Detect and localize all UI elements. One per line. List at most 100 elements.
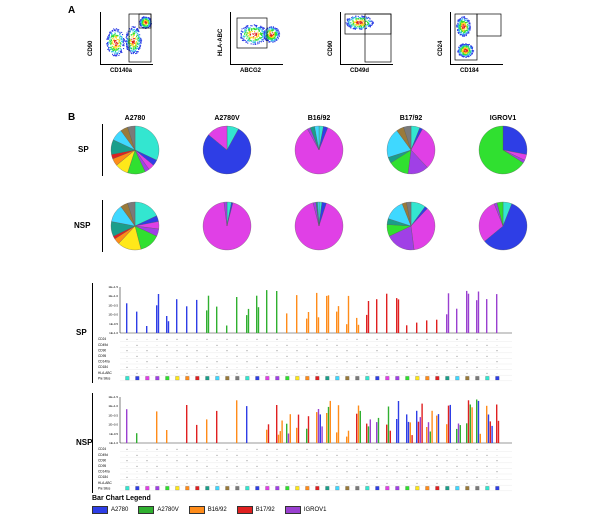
marker-sign: + — [386, 481, 388, 485]
marker-sign: - — [157, 453, 158, 457]
marker-sign: - — [427, 360, 428, 364]
marker-sign: - — [397, 475, 398, 479]
marker-sign: - — [257, 458, 258, 462]
marker-sign: - — [447, 447, 448, 451]
pie-column-title: A2780 — [124, 115, 146, 122]
pie-chart — [386, 125, 436, 175]
marker-sign: + — [436, 453, 438, 457]
pie-slice-swatch — [155, 486, 160, 491]
pie-slice-swatch — [475, 376, 480, 381]
pie-slice-swatch — [365, 486, 370, 491]
bar — [336, 311, 338, 333]
marker-sign: + — [446, 348, 448, 352]
pie-slice — [496, 201, 504, 227]
marker-sign: - — [447, 453, 448, 457]
marker-sign: + — [466, 453, 468, 457]
marker-sign: + — [366, 481, 368, 485]
marker-sign: - — [317, 354, 318, 358]
bar — [471, 407, 473, 443]
bar — [156, 305, 158, 333]
marker-sign: - — [447, 475, 448, 479]
marker-sign: - — [327, 354, 328, 358]
marker-sign: - — [337, 360, 338, 364]
pie-slice-swatch — [465, 376, 470, 381]
marker-sign: + — [386, 453, 388, 457]
marker-sign: + — [336, 343, 338, 347]
marker-sign: - — [477, 354, 478, 358]
marker-sign: + — [266, 470, 268, 474]
marker-sign: - — [427, 354, 428, 358]
marker-sign: + — [236, 371, 238, 375]
pie-chart — [110, 201, 160, 251]
marker-label: CD49d — [98, 453, 108, 457]
pie-slice — [317, 201, 320, 227]
marker-sign: + — [376, 458, 378, 462]
marker-sign: - — [327, 481, 328, 485]
row-divider — [92, 283, 93, 383]
marker-sign: - — [307, 481, 308, 485]
marker-sign: + — [436, 371, 438, 375]
pie-slice-swatch — [185, 376, 190, 381]
marker-label: CD140a — [98, 360, 110, 364]
pie-slice-swatch — [195, 486, 200, 491]
bar — [307, 416, 310, 443]
marker-sign: - — [147, 464, 148, 468]
bar — [296, 295, 298, 333]
marker-sign: + — [426, 475, 428, 479]
marker-sign: + — [286, 371, 288, 375]
marker-sign: - — [227, 481, 228, 485]
marker-sign: + — [216, 481, 218, 485]
marker-sign: - — [447, 464, 448, 468]
bar — [276, 405, 278, 443]
marker-sign: + — [406, 447, 408, 451]
marker-sign: + — [256, 354, 258, 358]
marker-sign: + — [476, 348, 478, 352]
marker-sign: - — [427, 343, 428, 347]
marker-label: CD24 — [98, 337, 106, 341]
marker-sign: - — [347, 481, 348, 485]
marker-sign: + — [326, 365, 328, 369]
marker-sign: + — [286, 481, 288, 485]
marker-sign: + — [426, 458, 428, 462]
marker-sign: - — [177, 464, 178, 468]
marker-sign: - — [137, 470, 138, 474]
marker-sign: + — [196, 458, 198, 462]
marker-sign: - — [347, 371, 348, 375]
marker-sign: + — [336, 453, 338, 457]
marker-sign: - — [217, 348, 218, 352]
marker-sign: - — [417, 475, 418, 479]
marker-sign: + — [426, 365, 428, 369]
marker-sign: - — [217, 475, 218, 479]
marker-sign: - — [147, 371, 148, 375]
bar — [356, 317, 358, 333]
marker-sign: - — [147, 475, 148, 479]
marker-sign: - — [297, 464, 298, 468]
marker-sign: + — [206, 475, 208, 479]
marker-sign: - — [317, 365, 318, 369]
marker-sign: + — [456, 337, 458, 341]
pie-slice-swatch — [405, 486, 410, 491]
marker-sign: - — [137, 348, 138, 352]
marker-sign: - — [207, 458, 208, 462]
marker-sign: - — [237, 458, 238, 462]
marker-sign: + — [156, 337, 158, 341]
bar — [467, 293, 470, 333]
marker-sign: + — [126, 447, 128, 451]
marker-sign: - — [277, 360, 278, 364]
marker-sign: - — [237, 447, 238, 451]
marker-sign: - — [247, 475, 248, 479]
bar — [466, 423, 468, 443]
marker-sign: + — [396, 348, 398, 352]
bar — [276, 291, 278, 333]
bar — [417, 421, 420, 443]
marker-sign: + — [486, 453, 488, 457]
flow-plot-ylabel: HLA-ABC — [218, 28, 224, 56]
marker-label: Pie Slice — [98, 376, 111, 380]
marker-sign: + — [486, 343, 488, 347]
marker-sign: - — [387, 360, 388, 364]
pie-slice — [478, 203, 504, 242]
marker-sign: - — [237, 365, 238, 369]
bar — [306, 318, 308, 333]
marker-sign: + — [356, 365, 358, 369]
marker-sign: - — [227, 453, 228, 457]
